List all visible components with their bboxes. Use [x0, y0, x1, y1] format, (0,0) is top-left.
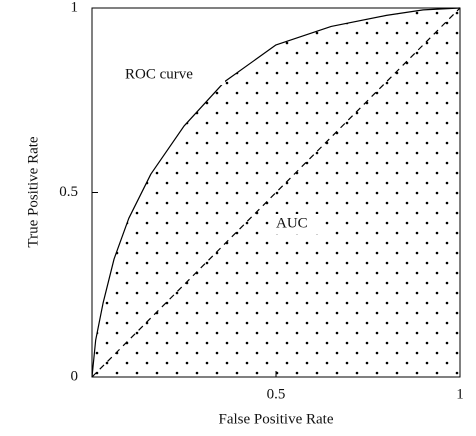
- y-tick-label: 0.5: [59, 184, 78, 200]
- y-tick-label: 0: [71, 368, 79, 384]
- series-line: [91, 7, 461, 378]
- y-axis-label: True Positive Rate: [25, 136, 41, 247]
- annotation-bg: [272, 214, 320, 234]
- x-tick-label: 1: [456, 386, 464, 402]
- annotation: AUC: [276, 215, 308, 231]
- x-tick-label: 0.5: [267, 386, 286, 402]
- annotation-bg: [121, 65, 225, 85]
- x-axis-label: False Positive Rate: [219, 411, 334, 427]
- series-line: [91, 7, 461, 378]
- y-tick-label: 1: [71, 0, 79, 15]
- annotation: ROC curve: [125, 66, 193, 82]
